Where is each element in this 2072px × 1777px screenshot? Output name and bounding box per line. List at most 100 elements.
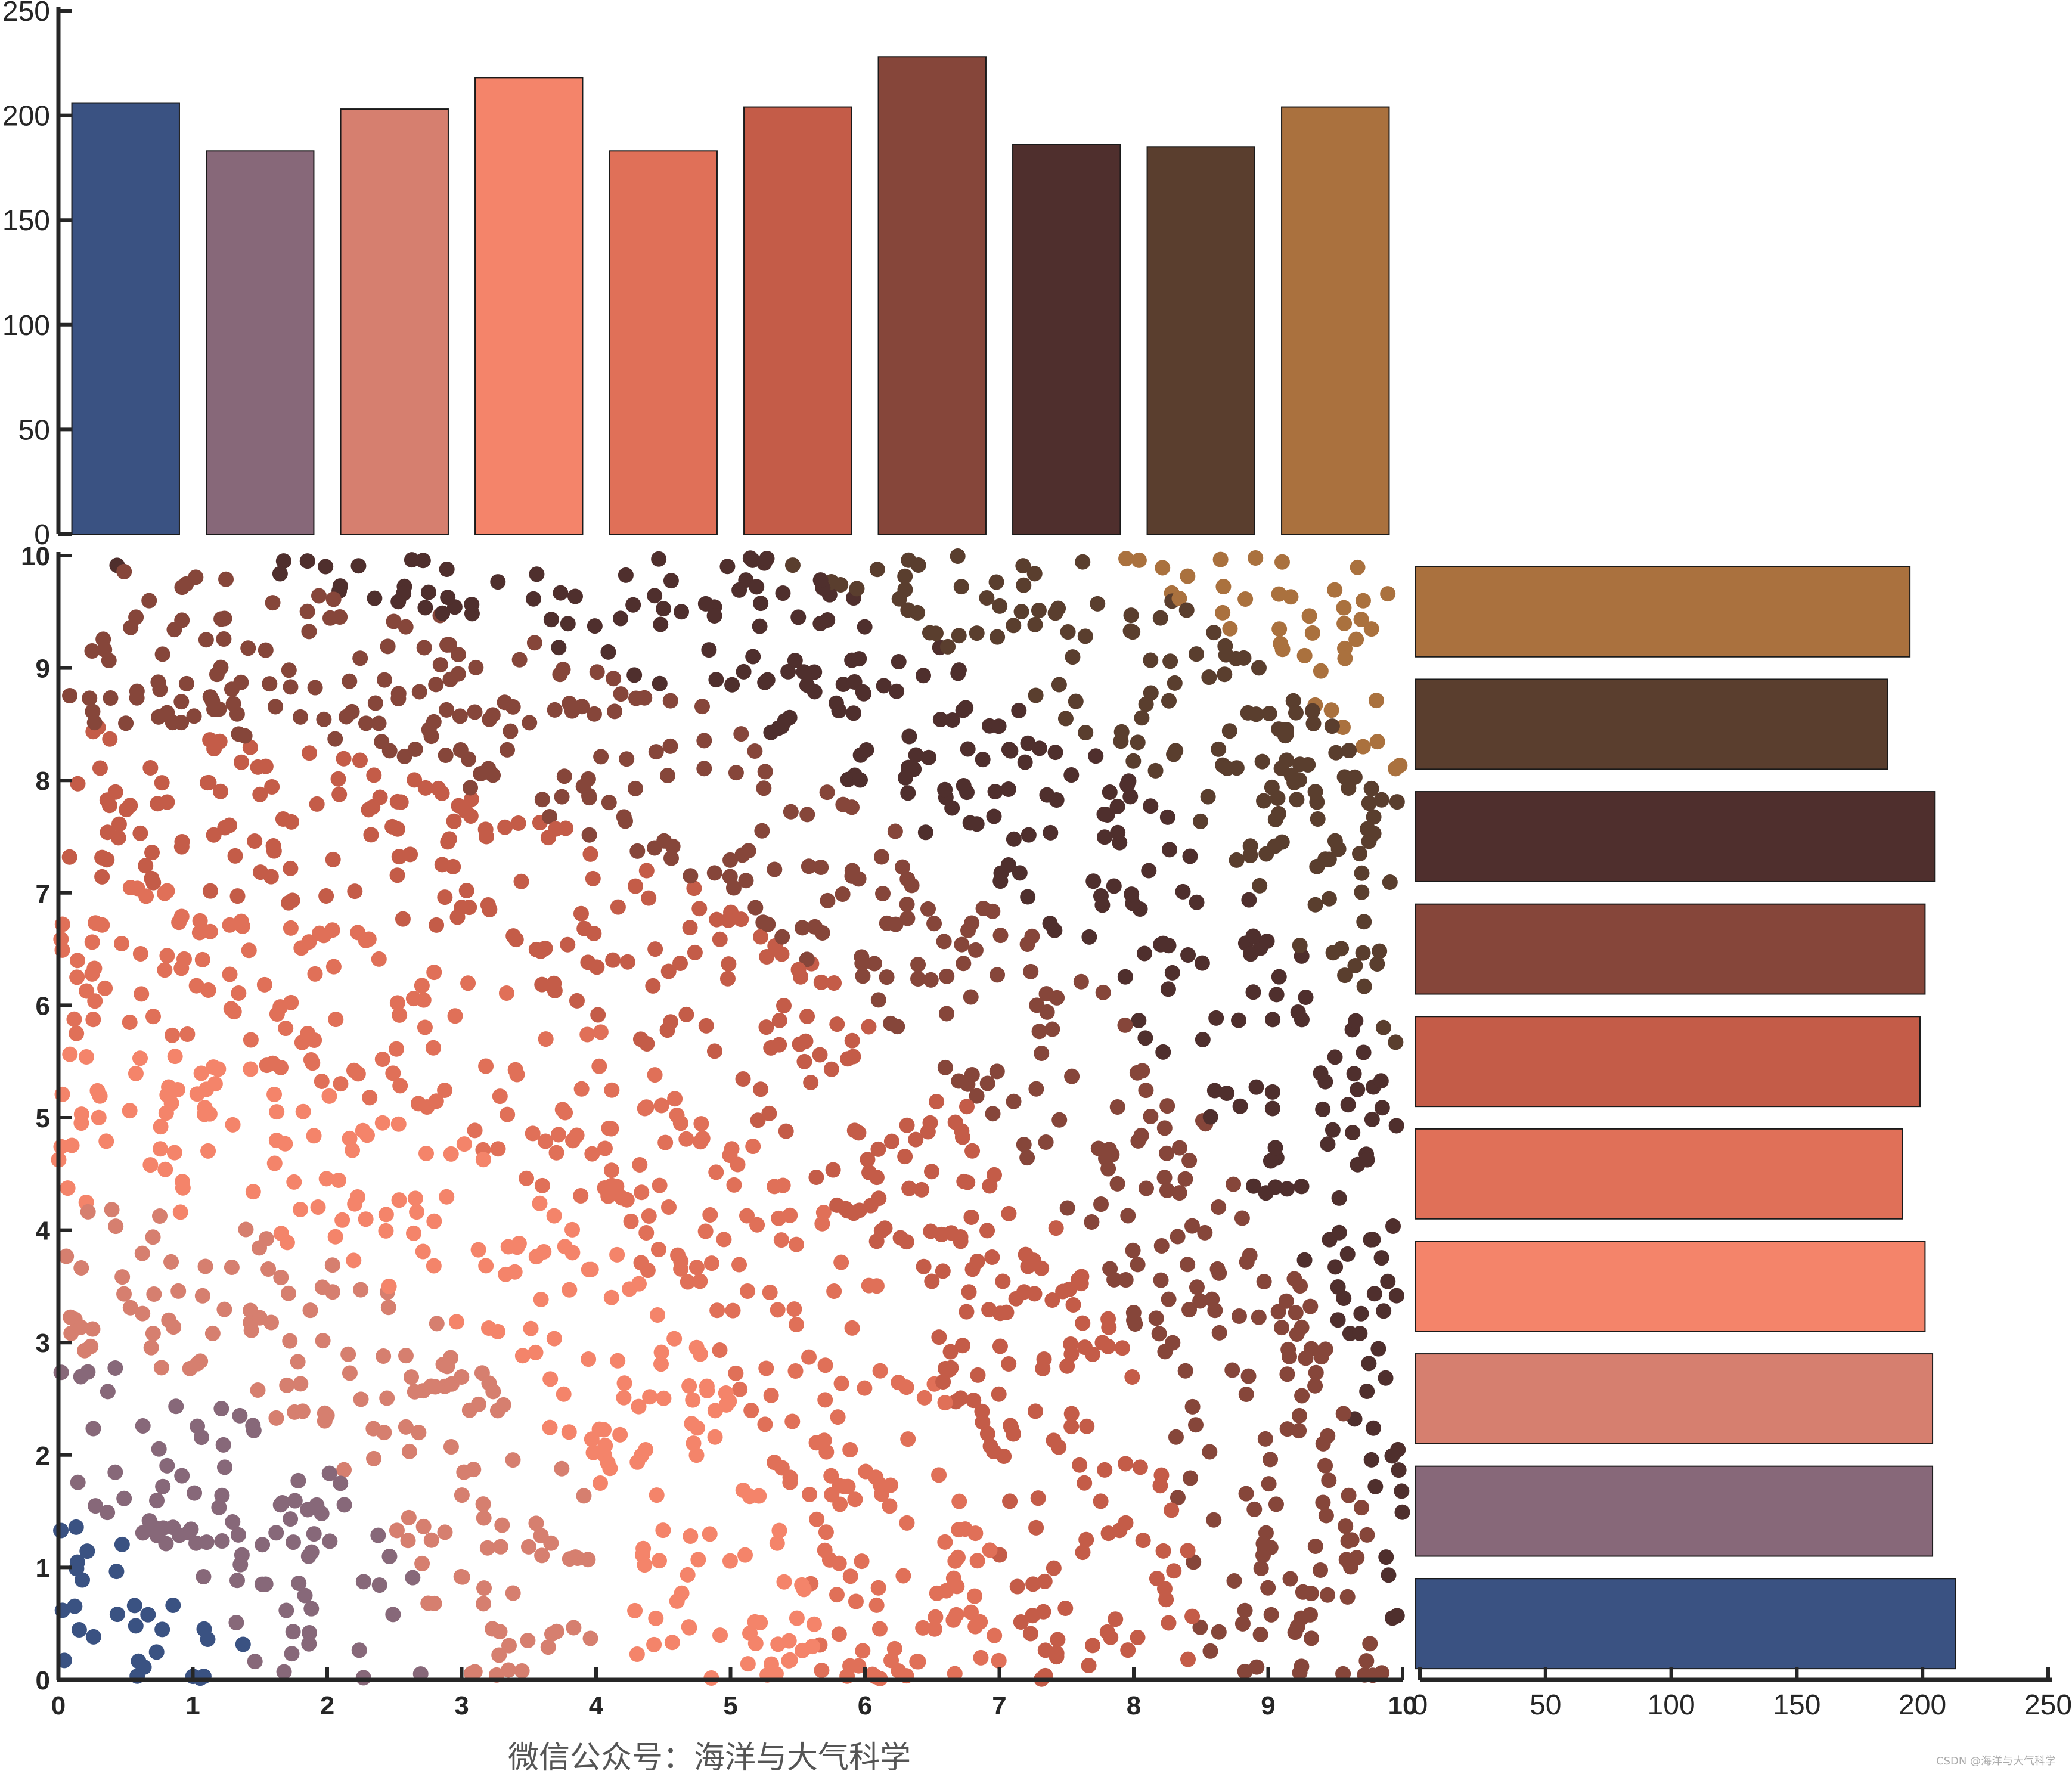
scatter-point bbox=[1180, 1257, 1196, 1273]
scatter-point bbox=[954, 1338, 970, 1354]
scatter-point bbox=[389, 1522, 405, 1539]
scatter-point bbox=[211, 701, 227, 717]
scatter-point bbox=[959, 1304, 975, 1320]
scatter-point bbox=[1261, 705, 1277, 721]
scatter-point bbox=[708, 1164, 724, 1180]
scatter-point bbox=[409, 1204, 425, 1220]
scatter-point bbox=[737, 1547, 753, 1563]
scatter-point bbox=[740, 1283, 756, 1299]
scatter-point bbox=[404, 552, 420, 568]
scatter-point bbox=[703, 1255, 719, 1271]
scatter-point bbox=[1137, 1030, 1153, 1046]
scatter-point bbox=[742, 1488, 758, 1505]
scatter-point bbox=[1026, 566, 1043, 582]
scatter-point bbox=[1195, 1031, 1211, 1047]
scatter-point bbox=[607, 703, 623, 720]
scatter-point bbox=[1211, 1199, 1227, 1215]
scatter-y-tick-label: 6 bbox=[36, 991, 50, 1021]
scatter-point bbox=[1038, 1134, 1054, 1150]
scatter-point bbox=[97, 980, 113, 996]
scatter-point bbox=[895, 1568, 911, 1584]
scatter-point bbox=[1350, 559, 1366, 575]
scatter-point bbox=[972, 1614, 988, 1630]
scatter-point bbox=[307, 680, 323, 696]
scatter-point bbox=[542, 1371, 559, 1387]
scatter-point bbox=[1141, 863, 1157, 879]
scatter-point bbox=[544, 1626, 560, 1642]
scatter-point bbox=[1009, 1578, 1025, 1595]
scatter-point bbox=[490, 1141, 506, 1157]
scatter-point bbox=[763, 1387, 779, 1403]
scatter-point bbox=[200, 775, 216, 791]
scatter-point bbox=[647, 1067, 663, 1083]
scatter-point bbox=[712, 1342, 728, 1358]
scatter-point bbox=[1170, 1229, 1186, 1245]
scatter-point bbox=[733, 911, 749, 928]
scatter-point bbox=[808, 1170, 824, 1186]
scatter-point bbox=[306, 1526, 322, 1542]
scatter-point bbox=[1263, 1607, 1279, 1623]
scatter-point bbox=[831, 1626, 847, 1642]
scatter-point bbox=[762, 1285, 778, 1301]
scatter-point bbox=[638, 1225, 655, 1241]
scatter-point bbox=[286, 1174, 302, 1190]
scatter-point bbox=[745, 1139, 761, 1155]
scatter-point bbox=[80, 1204, 96, 1220]
scatter-point bbox=[916, 1258, 932, 1274]
scatter-point bbox=[688, 1447, 705, 1463]
scatter-point bbox=[778, 1123, 794, 1139]
scatter-point bbox=[144, 870, 160, 886]
scatter-point bbox=[1340, 1097, 1356, 1113]
scatter-point bbox=[982, 1178, 998, 1194]
scatter-point bbox=[79, 983, 95, 999]
scatter-point bbox=[540, 1639, 556, 1655]
scatter-point bbox=[107, 1360, 123, 1376]
scatter-point bbox=[583, 1261, 599, 1277]
scatter-point bbox=[66, 1011, 82, 1027]
scatter-point bbox=[407, 1384, 423, 1400]
scatter-point bbox=[1057, 711, 1074, 727]
scatter-point bbox=[371, 715, 387, 731]
scatter-point bbox=[937, 781, 953, 798]
scatter-point bbox=[381, 1549, 398, 1565]
scatter-point bbox=[1208, 1010, 1224, 1026]
scatter-point bbox=[243, 1032, 259, 1048]
scatter-point bbox=[272, 1497, 289, 1513]
scatter-point bbox=[69, 969, 85, 985]
scatter-point bbox=[501, 1662, 517, 1678]
scatter-point bbox=[987, 784, 1003, 800]
scatter-point bbox=[650, 1307, 666, 1323]
scatter-point bbox=[709, 911, 725, 928]
scatter-point bbox=[1363, 1452, 1379, 1468]
scatter-point bbox=[1256, 1274, 1272, 1290]
scatter-point bbox=[674, 604, 690, 620]
scatter-point bbox=[1248, 706, 1264, 722]
scatter-point bbox=[456, 1464, 472, 1480]
scatter-point bbox=[574, 699, 590, 715]
scatter-point bbox=[957, 1521, 973, 1537]
scatter-point bbox=[882, 1498, 898, 1514]
scatter-point bbox=[446, 813, 462, 829]
scatter-point bbox=[1290, 1004, 1306, 1020]
right-bar-3 bbox=[1415, 1353, 1934, 1444]
scatter-point bbox=[233, 754, 249, 770]
scatter-point bbox=[686, 1435, 702, 1452]
scatter-point bbox=[129, 690, 145, 706]
scatter-point bbox=[174, 579, 190, 596]
scatter-point bbox=[550, 1127, 566, 1143]
scatter-point bbox=[300, 1502, 316, 1518]
scatter-point bbox=[868, 1278, 885, 1294]
scatter-point bbox=[283, 679, 299, 695]
scatter-point bbox=[108, 1218, 124, 1235]
scatter-point bbox=[401, 1509, 417, 1525]
scatter-point bbox=[178, 675, 194, 691]
scatter-point bbox=[969, 625, 985, 641]
top-bar-3 bbox=[340, 108, 449, 535]
scatter-point bbox=[939, 968, 955, 984]
scatter-y-tick-label: 0 bbox=[36, 1666, 50, 1695]
scatter-point bbox=[1035, 1360, 1051, 1376]
scatter-point bbox=[1240, 1368, 1257, 1384]
scatter-point bbox=[135, 1525, 151, 1541]
scatter-point bbox=[712, 931, 728, 947]
scatter-point bbox=[505, 1452, 521, 1468]
